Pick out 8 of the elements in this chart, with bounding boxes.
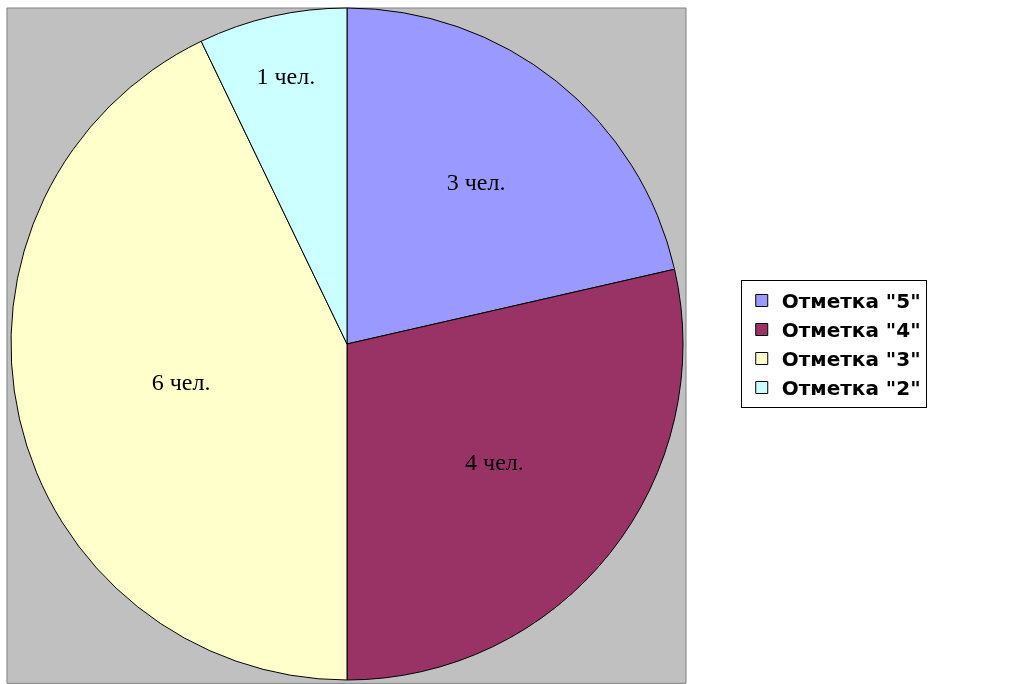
data-label: 4 чел.: [465, 448, 524, 475]
data-label: 3 чел.: [446, 169, 506, 196]
legend-label: Отметка "3": [781, 347, 921, 372]
data-label: 6 чел.: [151, 368, 211, 395]
legend-label: Отметка "5": [781, 289, 921, 314]
data-label: 1 чел.: [256, 63, 316, 90]
legend-label: Отметка "4": [781, 318, 921, 343]
legend-label: Отметка "2": [781, 376, 921, 401]
